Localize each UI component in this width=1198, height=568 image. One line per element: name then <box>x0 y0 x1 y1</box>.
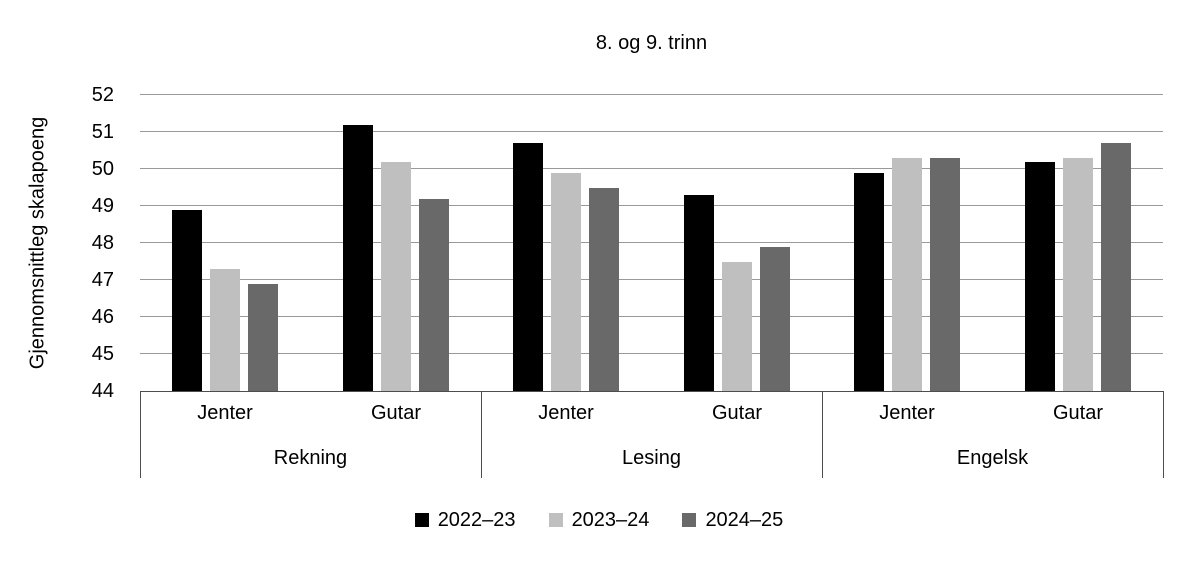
x-axis-subgroup-label-gutar: Gutar <box>1052 402 1104 424</box>
legend-label: 2024–25 <box>705 509 784 531</box>
x-axis-group-label-rekning: Rekning <box>273 447 348 469</box>
gridline <box>140 279 1163 280</box>
legend-item-2023-24: 2023–24 <box>548 508 650 532</box>
legend-label: 2023–24 <box>571 509 650 531</box>
bar-lesing-jenter-2022-23 <box>513 143 543 391</box>
bar-rekning-gutar-2022-23 <box>343 124 373 391</box>
bar-engelsk-gutar-2022-23 <box>1025 161 1055 391</box>
y-tick-label: 44 <box>91 380 114 402</box>
bar-rekning-gutar-2023-24 <box>381 161 411 391</box>
gridline <box>140 353 1163 354</box>
y-tick-label: 49 <box>91 195 114 217</box>
y-tick-label: 50 <box>91 158 114 180</box>
axis-table-border <box>822 391 823 478</box>
bar-engelsk-jenter-2022-23 <box>854 172 884 391</box>
axis-table-border <box>481 391 482 478</box>
legend-swatch-2022-23 <box>414 513 429 527</box>
bar-lesing-gutar-2023-24 <box>722 261 752 391</box>
legend: 2022–23 2023–24 2024–25 <box>0 508 1198 532</box>
gridline <box>140 316 1163 317</box>
bar-engelsk-gutar-2024-25 <box>1101 143 1131 391</box>
legend-label: 2022–23 <box>437 509 516 531</box>
legend-item-2022-23: 2022–23 <box>414 508 516 532</box>
gridline <box>140 168 1163 169</box>
x-axis-group-label-lesing: Lesing <box>622 447 681 469</box>
x-axis-subgroup-label-gutar: Gutar <box>711 402 763 424</box>
x-axis-subgroup-label-jenter: Jenter <box>538 402 594 424</box>
bar-lesing-gutar-2022-23 <box>684 194 714 391</box>
gridline <box>140 205 1163 206</box>
y-tick-label: 52 <box>91 84 114 106</box>
legend-swatch-2024-25 <box>682 513 697 527</box>
axis-table-border <box>1163 391 1164 478</box>
legend-item-2024-25: 2024–25 <box>682 508 783 532</box>
x-axis-subgroup-label-jenter: Jenter <box>879 402 935 424</box>
legend-swatch-2023-24 <box>548 513 563 527</box>
x-axis-line <box>140 391 1163 392</box>
y-tick-label: 48 <box>91 232 114 254</box>
bar-lesing-jenter-2024-25 <box>589 187 619 391</box>
y-tick-label: 51 <box>91 121 114 143</box>
bar-engelsk-gutar-2023-24 <box>1063 157 1093 391</box>
bar-lesing-jenter-2023-24 <box>551 172 581 391</box>
bar-rekning-jenter-2024-25 <box>248 283 278 391</box>
gridline <box>140 131 1163 132</box>
bar-rekning-jenter-2022-23 <box>172 209 202 391</box>
x-axis-group-label-engelsk: Engelsk <box>956 447 1029 469</box>
y-tick-label: 45 <box>91 343 114 365</box>
bar-lesing-gutar-2024-25 <box>760 246 790 391</box>
y-tick-label: 47 <box>91 269 114 291</box>
x-axis-subgroup-label-jenter: Jenter <box>197 402 253 424</box>
bar-rekning-jenter-2023-24 <box>210 268 240 391</box>
bar-engelsk-jenter-2023-24 <box>892 157 922 391</box>
y-tick-label: 46 <box>91 306 114 328</box>
gridline <box>140 242 1163 243</box>
bar-engelsk-jenter-2024-25 <box>930 157 960 391</box>
axis-table-border <box>140 391 141 478</box>
x-axis-subgroup-label-gutar: Gutar <box>370 402 422 424</box>
bar-rekning-gutar-2024-25 <box>419 198 449 391</box>
gridline <box>140 94 1163 95</box>
chart-title: 8. og 9. trinn <box>595 32 708 54</box>
